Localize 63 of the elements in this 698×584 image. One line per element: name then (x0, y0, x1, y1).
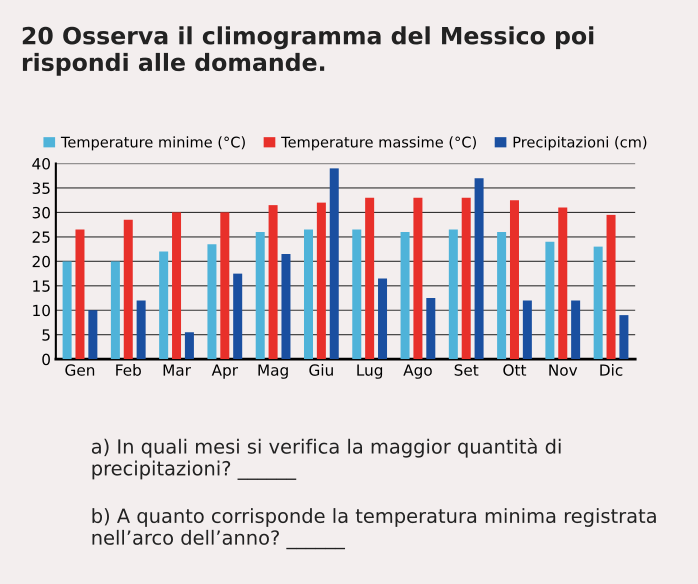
y-tick-label: 20 (32, 256, 50, 268)
bar (365, 198, 374, 360)
x-tick-label: Apr (212, 364, 238, 379)
x-tick-label: Gen (65, 364, 94, 376)
bar (558, 208, 568, 360)
y-tick-label: 10 (33, 304, 50, 316)
y-tick-label: 15 (33, 280, 50, 292)
bar (413, 198, 422, 360)
bar (124, 220, 133, 360)
bar (268, 205, 278, 360)
y-tick-label: 5 (42, 329, 50, 341)
x-tick-label: Mar (164, 364, 191, 376)
bar (426, 298, 436, 360)
bar (510, 200, 519, 360)
bar (304, 230, 314, 360)
bar (330, 168, 339, 360)
x-tick-label: Feb (116, 364, 141, 376)
x-tick-label: Ago (403, 364, 432, 379)
bar (256, 232, 265, 360)
bar (497, 232, 506, 360)
legend-label: Temperature massime (°C) (281, 136, 476, 150)
bar (207, 244, 216, 360)
bar (136, 300, 146, 360)
bar (474, 178, 484, 360)
legend-label: Precipitazioni (cm) (514, 136, 646, 150)
bar (316, 202, 326, 360)
bar (400, 232, 410, 360)
bar (281, 254, 290, 360)
bar (594, 246, 603, 360)
x-tick-label: Set (454, 364, 478, 376)
x-tick-label: Nov (549, 364, 578, 376)
y-tick-label: 40 (32, 158, 50, 170)
y-tick-label: 25 (32, 231, 50, 243)
x-tick-label: Lug (357, 364, 382, 379)
bar (62, 261, 72, 360)
x-tick-label: Giu (309, 364, 333, 376)
x-tick-label: Ott (503, 364, 526, 376)
y-tick-label: 30 (32, 206, 50, 218)
bar (75, 230, 84, 360)
bar (220, 212, 230, 360)
bar (571, 300, 580, 360)
text: b) A quanto corrisponde la temperatura minima registrata nell’arco dell’anno? ______ (92, 508, 656, 550)
bar (522, 300, 532, 360)
bar (545, 242, 554, 360)
bar (352, 230, 362, 360)
bar (184, 332, 194, 360)
bar (88, 310, 98, 360)
bar (619, 315, 628, 360)
y-tick-label: 0 (42, 354, 50, 366)
bar (462, 198, 471, 360)
chart-title: 20 Osserva il climogramma del Messico poi rispondi alle domande. (22, 26, 594, 76)
bar (172, 212, 182, 360)
y-tick-label: 35 (32, 182, 50, 194)
bar (110, 261, 120, 360)
bar (448, 230, 458, 360)
bar (233, 274, 242, 360)
bar (378, 278, 388, 360)
bar (159, 252, 168, 360)
legend-label: Temperature minime (°C) (60, 136, 245, 150)
x-tick-label: Mag (258, 364, 288, 379)
text: a) In quali mesi si verifica la maggior quantità di precipitazioni? ______ (92, 438, 561, 480)
x-tick-label: Dic (600, 364, 622, 376)
bar (606, 214, 616, 360)
